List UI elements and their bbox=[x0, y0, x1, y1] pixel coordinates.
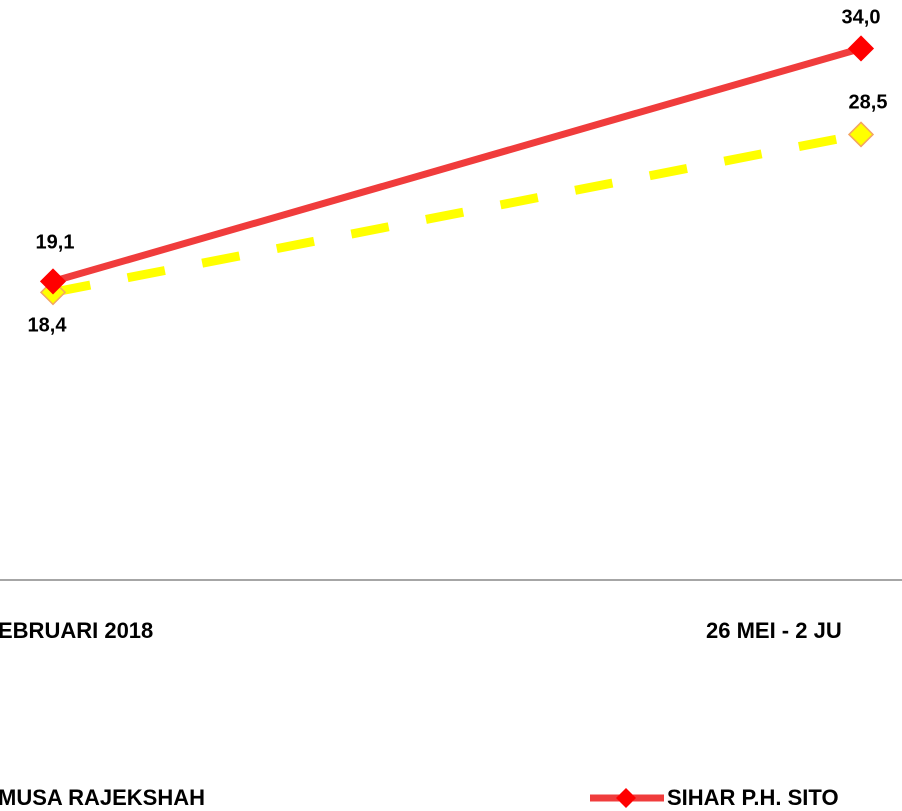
legend-marker bbox=[616, 788, 636, 808]
data-label: 28,5 bbox=[849, 91, 888, 113]
x-tick-label: 26 MEI - 2 JU bbox=[706, 618, 842, 643]
data-label: 19,1 bbox=[36, 231, 75, 253]
marker bbox=[39, 268, 67, 295]
data-label: 34,0 bbox=[842, 6, 881, 28]
x-tick-label: EBRUARI 2018 bbox=[0, 618, 153, 643]
legend-label: SIHAR P.H. SITO bbox=[667, 785, 839, 810]
marker bbox=[847, 121, 875, 148]
line bbox=[52, 45, 862, 285]
line bbox=[52, 130, 862, 297]
legend-label: MUSA RAJEKSHAH bbox=[0, 785, 205, 810]
data-label: 18,4 bbox=[28, 314, 68, 336]
marker bbox=[847, 35, 875, 62]
